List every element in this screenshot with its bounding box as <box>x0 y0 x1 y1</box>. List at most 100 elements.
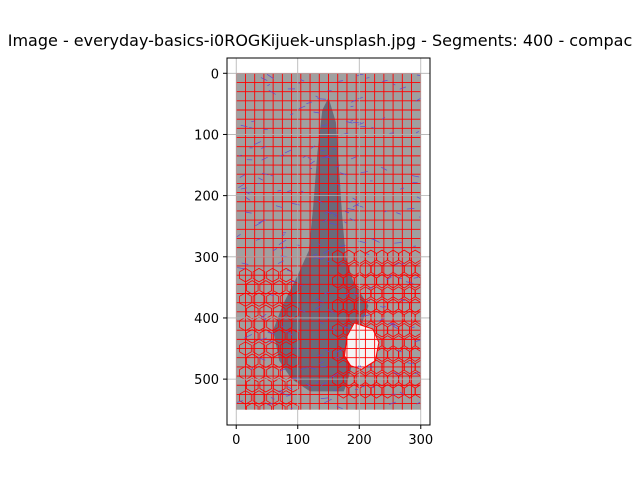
edge-stroke <box>348 200 352 203</box>
superpixel-cell <box>286 329 300 344</box>
edge-stroke <box>332 148 336 151</box>
edge-stroke <box>395 262 400 266</box>
superpixel-cell <box>414 384 421 399</box>
edge-stroke <box>415 131 419 134</box>
edge-stroke <box>250 367 254 371</box>
edge-stroke <box>238 154 242 157</box>
superpixel-cell <box>252 267 266 283</box>
edge-stroke <box>275 205 283 208</box>
superpixel-cell <box>259 378 273 393</box>
edge-stroke <box>381 166 388 171</box>
edge-stroke <box>315 95 319 98</box>
edge-stroke <box>324 398 332 404</box>
edge-stroke <box>393 371 401 375</box>
edge-stroke <box>251 120 255 123</box>
edge-stroke <box>406 208 415 210</box>
edge-stroke <box>368 287 373 289</box>
edge-stroke <box>400 187 405 190</box>
edge-stroke <box>307 156 312 160</box>
edge-stroke <box>261 156 268 161</box>
superpixel-cell <box>259 402 273 410</box>
axis-grid <box>227 58 430 425</box>
x-tick-label: 100 <box>285 433 310 448</box>
edge-stroke <box>260 316 267 321</box>
edge-stroke <box>339 172 348 176</box>
edge-stroke <box>414 372 419 375</box>
edge-stroke <box>361 314 370 317</box>
superpixel-cell <box>266 341 279 356</box>
y-tick-label: 200 <box>194 190 219 205</box>
edge-stroke <box>309 160 315 165</box>
edge-stroke <box>290 407 293 410</box>
edge-stroke <box>398 277 403 280</box>
edge-stroke <box>277 260 284 264</box>
edge-stroke <box>247 191 252 194</box>
superpixel-cell <box>414 310 421 326</box>
edge-stroke <box>344 221 348 224</box>
edge-stroke <box>255 222 262 227</box>
superpixel-cell <box>245 329 259 344</box>
edge-stroke <box>330 372 339 378</box>
y-tick-label: 500 <box>194 373 219 388</box>
edge-stroke <box>336 406 343 410</box>
edge-stroke <box>281 234 285 237</box>
edge-stroke <box>416 401 421 405</box>
edge-stroke <box>305 383 313 388</box>
edge-stroke <box>258 177 264 181</box>
edge-stroke <box>367 366 373 368</box>
edge-stroke <box>267 340 274 343</box>
edge-stroke <box>258 219 267 224</box>
edge-stroke <box>317 257 321 260</box>
edge-stroke <box>350 120 354 122</box>
edge-stroke <box>285 330 293 336</box>
edge-stroke <box>267 83 271 87</box>
superpixel-cell <box>376 323 388 338</box>
edge-stroke <box>236 233 241 238</box>
superpixel-cell <box>252 341 266 356</box>
edge-stroke <box>344 292 350 296</box>
edge-stroke <box>389 401 396 405</box>
superpixel-cell <box>245 402 259 410</box>
edge-stroke <box>346 121 353 124</box>
edge-stroke <box>310 145 316 149</box>
edge-stroke <box>278 390 283 392</box>
edge-stroke <box>324 348 330 353</box>
edge-stroke <box>255 238 261 241</box>
superpixel-cell <box>252 292 266 307</box>
edge-stroke <box>349 218 355 222</box>
axis-ticks: 0 100 200 300 0 100 200 300 400 500 <box>194 67 433 448</box>
superpixel-cell <box>286 304 300 320</box>
edge-stroke <box>333 389 337 391</box>
edge-stroke <box>317 243 321 246</box>
edge-stroke <box>240 124 248 128</box>
superpixel-cell <box>245 304 259 320</box>
edge-stroke <box>320 382 327 386</box>
edge-stroke <box>319 361 324 365</box>
edge-stroke <box>317 98 326 100</box>
edge-stroke <box>244 334 253 339</box>
edge-stroke <box>270 294 274 296</box>
edge-stroke <box>302 155 307 158</box>
edge-stroke <box>361 385 365 388</box>
edge-stroke <box>326 260 330 263</box>
segmented-image <box>236 73 421 410</box>
y-tick-label: 100 <box>194 128 219 143</box>
edge-stroke <box>386 276 392 281</box>
edge-stroke <box>286 394 292 397</box>
edge-stroke <box>320 397 329 399</box>
edge-stroke <box>238 183 245 189</box>
edge-stroke <box>342 325 351 329</box>
edge-stroke <box>313 111 320 114</box>
edge-stroke <box>284 149 292 154</box>
superpixel-cell <box>266 267 279 283</box>
edge-stroke <box>392 83 396 86</box>
edge-stroke <box>367 299 371 302</box>
edge-stroke <box>326 210 332 215</box>
y-tick-label: 0 <box>211 67 219 82</box>
edge-stroke <box>396 212 401 215</box>
edge-stroke <box>333 214 337 217</box>
superpixel-cell <box>376 274 388 289</box>
edge-stroke <box>315 305 322 310</box>
edge-stroke <box>317 199 323 204</box>
edge-stroke <box>344 211 350 214</box>
